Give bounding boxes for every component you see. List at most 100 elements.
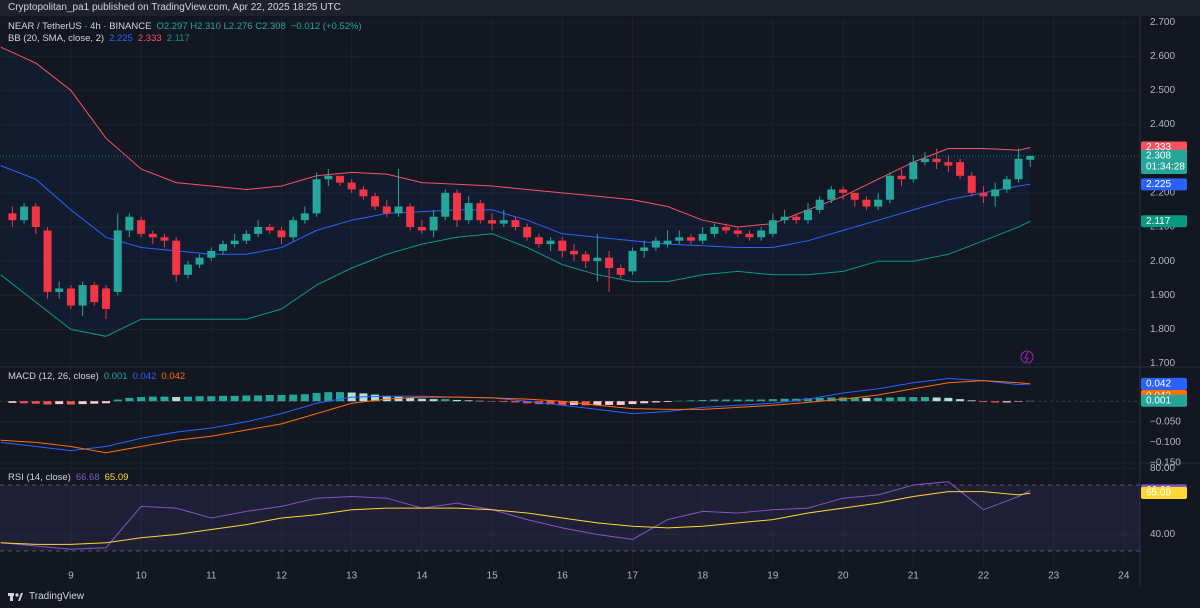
candle-body bbox=[640, 247, 649, 251]
candle-body bbox=[207, 250, 216, 258]
histogram-bar bbox=[31, 401, 40, 404]
candle-body bbox=[909, 162, 918, 180]
histogram-bar bbox=[441, 399, 450, 402]
x-tick-label: 15 bbox=[487, 571, 499, 582]
symbol[interactable]: NEAR / TetherUS · 4h · BINANCE bbox=[8, 21, 152, 32]
histogram-bar bbox=[183, 396, 192, 402]
histogram-bar bbox=[55, 401, 64, 405]
price-badge bbox=[1141, 215, 1187, 228]
candle-body bbox=[570, 250, 579, 255]
indicator-name[interactable]: RSI (14, close) bbox=[8, 472, 71, 483]
candle-body bbox=[406, 206, 415, 228]
candle-body bbox=[31, 206, 40, 228]
indicator-name[interactable]: MACD (12, 26, close) bbox=[8, 371, 99, 382]
candle-body bbox=[417, 227, 426, 231]
histogram-bar bbox=[499, 401, 508, 403]
brand[interactable]: TradingView bbox=[29, 591, 85, 602]
histogram-bar bbox=[137, 397, 146, 402]
candle-body bbox=[476, 203, 485, 221]
candle-body bbox=[464, 203, 473, 221]
candle-body bbox=[511, 220, 520, 228]
band-fill bbox=[0, 47, 1031, 337]
candle-body bbox=[815, 199, 824, 210]
candle-body bbox=[757, 230, 766, 238]
macd-line bbox=[0, 377, 1031, 452]
histogram-bar bbox=[862, 397, 871, 402]
histogram-bar bbox=[371, 394, 380, 402]
price-badge bbox=[1141, 394, 1187, 407]
histogram-bar bbox=[780, 398, 789, 402]
histogram-bar bbox=[20, 401, 29, 404]
price-badge bbox=[1141, 178, 1187, 191]
histogram-bar bbox=[488, 401, 497, 402]
histogram-bar bbox=[616, 401, 625, 405]
price-badge bbox=[1141, 149, 1187, 174]
ohlc: O2.297 H2.310 L2.276 C2.308 bbox=[156, 21, 286, 32]
candle-body bbox=[897, 175, 906, 180]
histogram-bar bbox=[300, 394, 309, 402]
x-tick-label: 23 bbox=[1048, 571, 1060, 582]
indicator-name[interactable]: BB (20, SMA, close, 2) bbox=[8, 33, 105, 44]
histogram-bar bbox=[113, 399, 122, 402]
histogram-bar bbox=[605, 401, 614, 405]
price-badge-label: 0.042 bbox=[1146, 379, 1171, 390]
histogram-bar bbox=[195, 396, 204, 402]
x-tick-label: 22 bbox=[978, 571, 990, 582]
candle-body bbox=[850, 192, 859, 200]
macd-legend: MACD (12, 26, close) 0.001 0.042 0.042 bbox=[8, 371, 185, 382]
candle-body bbox=[66, 288, 75, 306]
marks bbox=[0, 46, 1140, 552]
candle-body bbox=[183, 264, 192, 275]
change: −0.012 (+0.52%) bbox=[290, 21, 362, 32]
histogram-bar bbox=[1002, 401, 1011, 403]
candle-body bbox=[710, 227, 719, 234]
histogram-bar bbox=[207, 396, 216, 402]
rsi-line bbox=[0, 491, 1031, 545]
histogram-bar bbox=[920, 397, 929, 402]
candle-body bbox=[195, 257, 204, 265]
y-tick-label: 2.400 bbox=[1150, 119, 1175, 130]
legend-value: 2.333 bbox=[137, 33, 162, 44]
candle-body bbox=[172, 240, 181, 275]
axes: 9 10 11 12 13 14 15 16 17 18 19 20 21 22 23 24 2.700 2.60… bbox=[68, 17, 1187, 582]
histogram-bar bbox=[464, 400, 473, 402]
price-badge-label: 2.117 bbox=[1146, 216, 1171, 227]
candle-body bbox=[43, 230, 52, 292]
x-tick-label: 20 bbox=[838, 571, 850, 582]
histogram-bar bbox=[558, 401, 567, 405]
histogram-bar bbox=[663, 401, 672, 403]
candle-body bbox=[920, 158, 929, 163]
rsi-legend: RSI (14, close) 66.68 65.09 bbox=[8, 472, 128, 483]
candle-body bbox=[265, 227, 274, 231]
x-tick-label: 11 bbox=[206, 571, 217, 582]
histogram-bar bbox=[932, 397, 941, 402]
candle-body bbox=[78, 285, 87, 306]
price-badge bbox=[1141, 377, 1187, 390]
candle-body bbox=[289, 220, 298, 238]
histogram-bar bbox=[768, 399, 777, 402]
grid bbox=[0, 16, 1140, 567]
legend-value: 2.225 bbox=[109, 33, 133, 44]
candle-body bbox=[148, 233, 157, 238]
price-badge bbox=[1141, 487, 1187, 500]
x-tick-label: 9 bbox=[68, 571, 74, 582]
candle-body bbox=[324, 175, 333, 180]
candle-body bbox=[125, 216, 134, 231]
histogram-bar bbox=[90, 401, 99, 404]
histogram-bar bbox=[78, 401, 87, 405]
candle-body bbox=[885, 175, 894, 200]
candle-body bbox=[546, 240, 555, 245]
x-tick-label: 21 bbox=[908, 571, 920, 582]
candle-body bbox=[839, 189, 848, 193]
histogram-bar bbox=[160, 396, 169, 402]
y-tick-label: 2.000 bbox=[1150, 256, 1175, 267]
histogram-bar bbox=[277, 395, 286, 402]
histogram-bar bbox=[219, 395, 228, 402]
y-tick-label: 1.700 bbox=[1150, 358, 1175, 369]
legend-value: 0.042 bbox=[132, 371, 157, 382]
histogram-bar bbox=[909, 397, 918, 402]
alert-icon[interactable] bbox=[1020, 350, 1034, 364]
candle-body bbox=[733, 230, 742, 234]
